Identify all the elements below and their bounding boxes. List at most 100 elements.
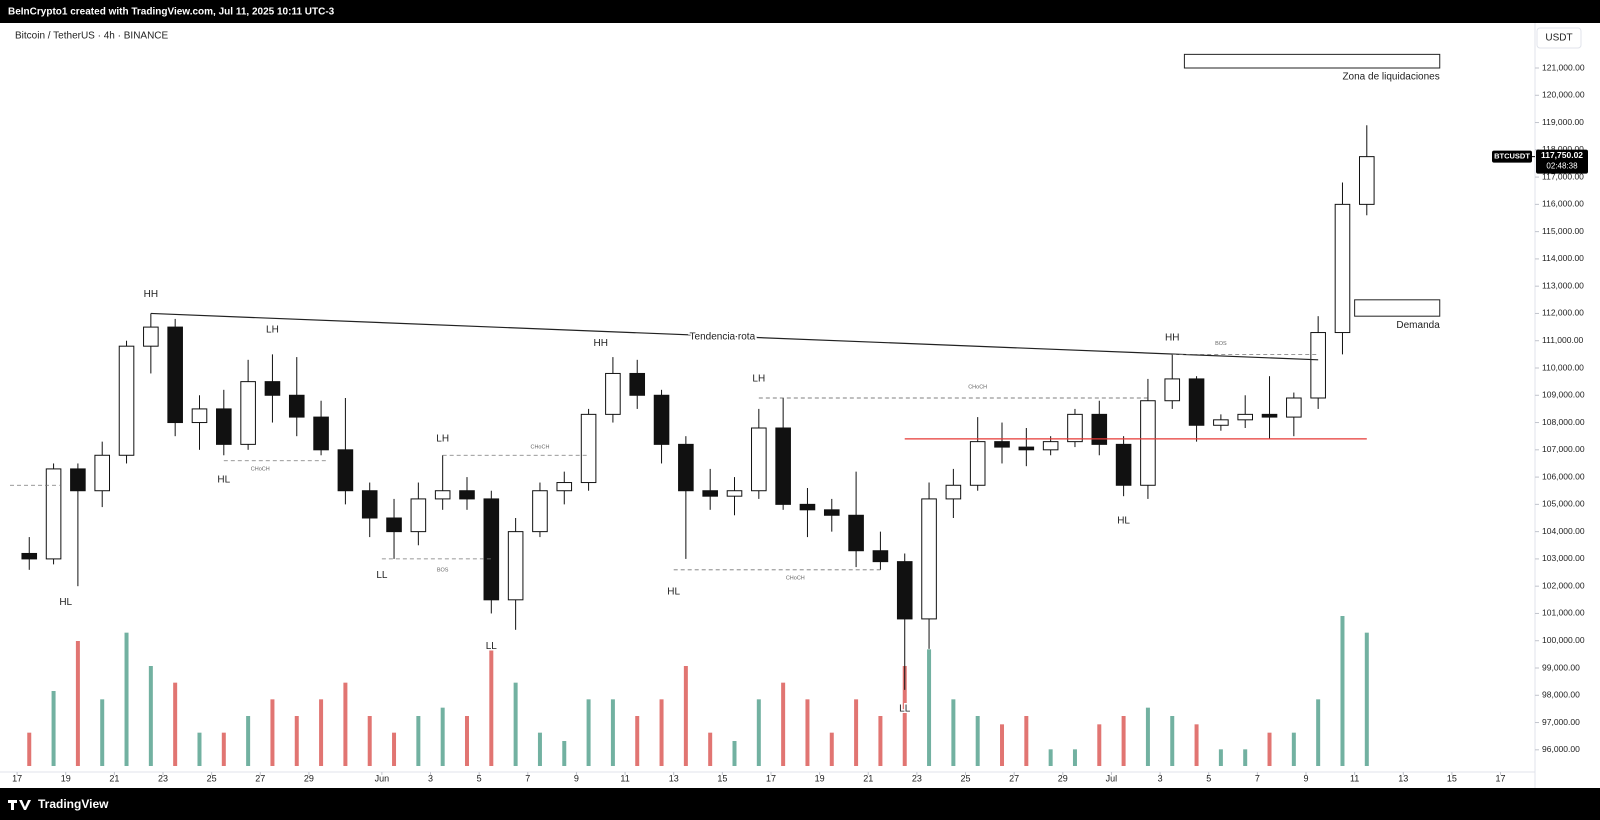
x-tick-label: 17 bbox=[1496, 773, 1506, 783]
last-price-box bbox=[1536, 149, 1588, 174]
volume-bar bbox=[1121, 716, 1126, 766]
y-tick-label: 113,000.00 bbox=[1542, 280, 1584, 290]
y-tick-label: 104,000.00 bbox=[1542, 526, 1585, 536]
volume-bar bbox=[1145, 707, 1150, 766]
volume-bar bbox=[1024, 716, 1029, 766]
candle-body bbox=[21, 552, 38, 560]
x-tick-label: 7 bbox=[1255, 773, 1260, 783]
annotation: LH bbox=[436, 434, 449, 445]
y-tick-label: 118,000.00 bbox=[1542, 144, 1584, 154]
annotation: HL bbox=[217, 474, 230, 485]
annotation: Tendencia rota bbox=[690, 331, 756, 342]
y-tick-label: 106,000.00 bbox=[1542, 471, 1585, 481]
candle-body bbox=[1213, 419, 1229, 426]
x-tick-label: 15 bbox=[1447, 773, 1457, 783]
candle-body bbox=[702, 490, 718, 497]
y-tick-label: 108,000.00 bbox=[1542, 417, 1585, 427]
volume-bar bbox=[562, 741, 567, 766]
candle-body bbox=[45, 468, 62, 560]
zone bbox=[1183, 53, 1441, 69]
annotation: HL bbox=[59, 597, 72, 608]
annotation: HH bbox=[594, 338, 608, 349]
structure-tag: BOS bbox=[437, 567, 449, 573]
volume-bar bbox=[927, 649, 932, 766]
volume-bar bbox=[1340, 616, 1345, 766]
candle-body bbox=[1310, 332, 1326, 399]
x-tick-label: 5 bbox=[477, 773, 482, 783]
volume-bar bbox=[1170, 716, 1175, 766]
symbol-tag bbox=[1492, 150, 1532, 163]
candle-body bbox=[410, 498, 427, 533]
x-tick-label: 27 bbox=[1009, 773, 1019, 783]
candle-body bbox=[191, 408, 208, 424]
candle-body bbox=[167, 326, 183, 424]
candle-body bbox=[945, 484, 962, 500]
y-tick-label: 98,000.00 bbox=[1542, 690, 1580, 700]
volume-bar bbox=[537, 732, 542, 766]
volume-bar bbox=[367, 716, 372, 766]
currency-button[interactable] bbox=[1536, 27, 1582, 49]
candle-body bbox=[1091, 413, 1108, 445]
x-tick-label: 25 bbox=[961, 773, 971, 783]
y-tick-label: 99,000.00 bbox=[1542, 662, 1580, 672]
candle-body bbox=[361, 490, 378, 519]
y-tick-label: 117,000.00 bbox=[1542, 171, 1584, 181]
candle-body bbox=[823, 509, 840, 516]
volume-bar bbox=[1316, 699, 1321, 766]
y-tick-label: 97,000.00 bbox=[1542, 717, 1580, 727]
volume-bar bbox=[683, 666, 688, 766]
footer-bar bbox=[0, 788, 1600, 820]
plot: Zona de liquidaciones Demanda HH LH HL HL LL LH… bbox=[10, 53, 1441, 766]
x-tick-label: 21 bbox=[109, 773, 119, 783]
annotation: LL bbox=[486, 641, 498, 652]
x-tick-label: 11 bbox=[1350, 773, 1359, 783]
candle-body bbox=[969, 441, 986, 486]
candle-body bbox=[532, 490, 548, 533]
candle-body bbox=[70, 468, 86, 492]
volume-bar bbox=[1243, 749, 1248, 766]
volume-bar bbox=[902, 666, 907, 766]
candle-body bbox=[264, 381, 281, 396]
volume-bar bbox=[1194, 724, 1199, 766]
volume-bar bbox=[635, 716, 640, 766]
candle-body bbox=[1067, 413, 1083, 443]
volume-bar bbox=[878, 716, 883, 766]
candle-body bbox=[629, 372, 646, 396]
candle-body bbox=[726, 490, 743, 497]
credit: BeInCrypto1 created with TradingView.com… bbox=[8, 7, 335, 18]
currency[interactable]: USDT bbox=[1545, 33, 1572, 44]
volume-bar bbox=[51, 691, 56, 766]
candle-body bbox=[1164, 378, 1181, 402]
x-tick-label: 5 bbox=[1206, 773, 1211, 783]
candle-body bbox=[799, 503, 816, 511]
volume-bar bbox=[1000, 724, 1005, 766]
candle-body bbox=[118, 345, 135, 456]
volume-bar bbox=[708, 732, 713, 766]
candle-body bbox=[386, 517, 402, 533]
zone-label: Zona de liquidaciones bbox=[1342, 72, 1439, 83]
volume-bar bbox=[27, 732, 32, 766]
candle-body bbox=[216, 408, 232, 445]
y-tick-label: 121,000.00 bbox=[1542, 62, 1585, 72]
last-price: 117,750.02 bbox=[1541, 150, 1583, 160]
header-bar bbox=[0, 0, 1600, 23]
brand: TradingView bbox=[38, 797, 109, 811]
volume-bar bbox=[319, 699, 324, 766]
candle-body bbox=[556, 482, 573, 492]
volume-bar bbox=[1097, 724, 1102, 766]
x-tick-label: 29 bbox=[1058, 773, 1068, 783]
x-tick-label: 25 bbox=[207, 773, 217, 783]
volume-bar bbox=[440, 707, 445, 766]
x-tick-label: 11 bbox=[620, 773, 629, 783]
volume-bar bbox=[246, 716, 251, 766]
x-tick-label: Jul bbox=[1106, 773, 1118, 783]
candle-body bbox=[288, 394, 305, 418]
volume-bar bbox=[1291, 732, 1296, 766]
candle-body bbox=[994, 441, 1010, 448]
y-tick-label: 100,000.00 bbox=[1542, 635, 1585, 645]
zone bbox=[1354, 299, 1441, 317]
candle-body bbox=[240, 381, 256, 445]
candle-body bbox=[94, 454, 111, 492]
y-tick-label: 114,000.00 bbox=[1542, 253, 1584, 263]
x-tick-label: 15 bbox=[717, 773, 727, 783]
